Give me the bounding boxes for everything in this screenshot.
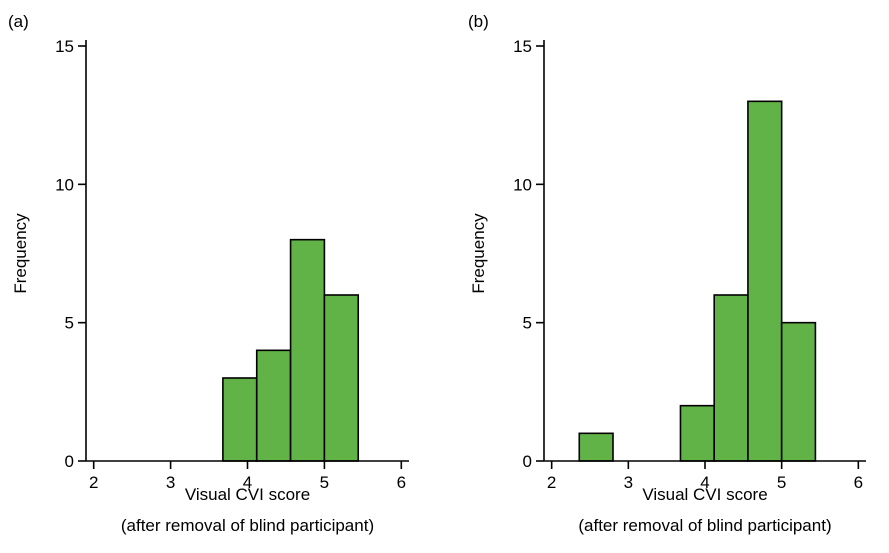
histogram-bar — [780, 321, 817, 462]
y-tick-label: 5 — [65, 314, 74, 333]
histogram-bar — [679, 404, 715, 462]
x-tick-label: 4 — [700, 473, 709, 492]
x-tick-label: 5 — [777, 473, 786, 492]
y-tick-label: 0 — [65, 452, 74, 471]
y-tick-label: 15 — [513, 37, 532, 56]
x-tick-label: 3 — [166, 473, 175, 492]
histogram-bar — [222, 377, 258, 462]
x-tick-label: 4 — [243, 473, 252, 492]
panel-b: (b) 0 5 10 15 2 3 4 5 6 Visual CVI score (after rem… — [468, 12, 866, 535]
histogram-bar — [713, 294, 749, 462]
x-tick-label: 3 — [624, 473, 633, 492]
panel-a: (a) 0 5 10 15 2 3 4 5 6 Visual CVI score (after rem… — [8, 12, 409, 535]
x-tick-label: 5 — [320, 473, 329, 492]
histogram-bar — [578, 432, 614, 462]
y-tick-label: 5 — [523, 314, 532, 333]
histogram-bar — [323, 294, 360, 462]
panel-label: (b) — [468, 12, 489, 31]
x-tick-label: 6 — [854, 473, 863, 492]
histogram-bar — [255, 349, 292, 462]
x-axis-subtitle: (after removal of blind participant) — [578, 516, 831, 535]
x-tick-label: 2 — [547, 473, 556, 492]
y-axis-title: Frequency — [11, 213, 30, 294]
y-tick-label: 0 — [523, 452, 532, 471]
x-axis-title: Visual CVI score — [185, 485, 310, 504]
y-tick-label: 10 — [513, 175, 532, 194]
y-tick-label: 10 — [55, 175, 74, 194]
x-tick-label: 2 — [89, 473, 98, 492]
y-tick-label: 15 — [55, 37, 74, 56]
x-axis-title: Visual CVI score — [642, 485, 767, 504]
panel-label: (a) — [8, 12, 29, 31]
x-axis-subtitle: (after removal of blind participant) — [121, 516, 374, 535]
x-tick-label: 6 — [397, 473, 406, 492]
histogram-bar — [289, 238, 326, 462]
histogram-bar — [747, 100, 783, 462]
y-axis-title: Frequency — [469, 213, 488, 294]
